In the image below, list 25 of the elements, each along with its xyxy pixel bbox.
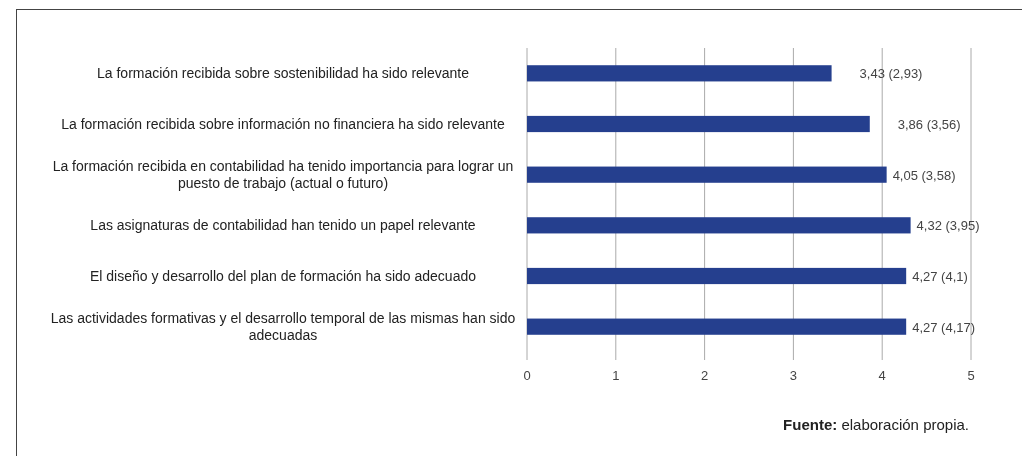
y-tick-label: La formación recibida sobre sostenibilidad ha sido relevante: [97, 65, 470, 82]
y-tick-label: Las asignaturas de contabilidad han tenido un papel relevante: [90, 217, 476, 234]
data-label: 4,27 (4,17): [912, 319, 976, 335]
data-label: 4,05 (3,58): [892, 167, 956, 183]
data-label: 4,32 (3,95): [916, 218, 980, 234]
bar: [527, 267, 907, 285]
y-tick-label: La formación recibida sobre información no financiera ha sido relevante: [61, 116, 505, 132]
x-tick-label: 1: [612, 368, 620, 383]
x-tick-label: 4: [878, 368, 886, 383]
bar: [527, 65, 832, 82]
x-tick-label: 5: [967, 368, 975, 383]
y-tick-label: Las actividades formativas y el desarrollo temporal de las mismas han sido adecuadas: [50, 310, 516, 344]
y-tick-label: La formación recibida en contabilidad ha tenido importancia para lograr un puesto de trabajo (actual o futuro): [52, 158, 514, 192]
x-tick-label: 3: [789, 368, 798, 383]
data-label: 3,43 (2,93): [859, 66, 923, 82]
source-note: Fuente: elaboración propia.: [783, 416, 969, 433]
y-tick-label: El diseño y desarrollo del plan de formación ha sido adecuado: [89, 268, 477, 284]
x-tick-label: 2: [700, 368, 709, 383]
bar: [527, 166, 887, 183]
data-label: 4,27 (4,1): [912, 269, 968, 284]
bar: [527, 115, 870, 133]
data-label: 3,86 (3,56): [897, 117, 961, 132]
bar: [527, 318, 907, 335]
x-tick-label: 0: [523, 368, 531, 383]
bar: [527, 217, 911, 234]
